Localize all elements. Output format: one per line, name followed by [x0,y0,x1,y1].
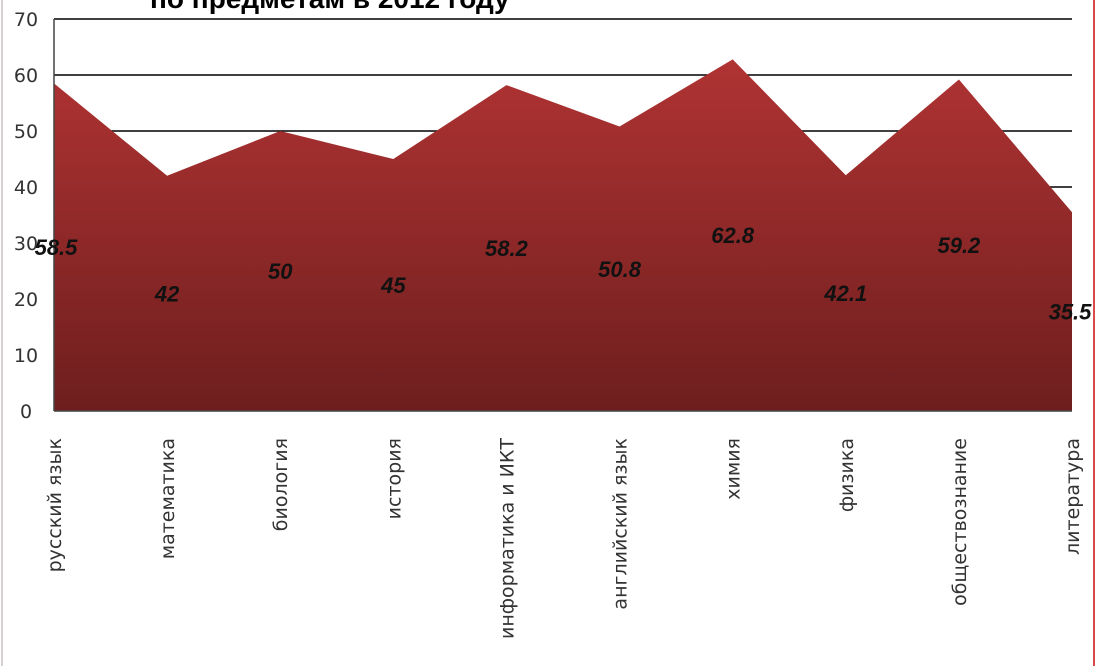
data-label: 42 [154,281,180,306]
x-tick-label: литература [1062,438,1084,555]
data-label: 35.5 [1049,300,1093,325]
x-tick-label: физика [836,438,858,512]
x-tick-label: биология [270,438,292,531]
data-label: 62.8 [711,223,755,248]
chart-title: по предметам в 2012 году [150,0,510,14]
x-tick-label: химия [723,438,745,500]
x-tick-label: история [383,438,405,519]
y-tick-label: 0 [20,401,32,423]
data-label: 58.5 [35,235,79,260]
x-tick-label: английский язык [610,438,632,610]
data-label: 42.1 [823,281,867,306]
y-tick-label: 70 [14,9,38,31]
x-tick-label: обществознание [949,438,971,606]
left-frame-line [1,0,3,666]
y-tick-label: 10 [14,345,38,367]
x-tick-label: информатика и ИКТ [496,438,518,639]
data-label: 59.2 [937,233,981,258]
y-tick-label: 50 [14,121,38,143]
right-frame-line [1093,0,1095,666]
data-label: 58.2 [485,236,529,261]
data-labels: 58.5 42 50 45 58.2 50.8 62.8 42.1 59.2 35.5 [35,223,1093,324]
data-label: 50 [268,259,293,284]
y-tick-label: 40 [14,177,38,199]
data-label: 45 [380,273,406,298]
y-axis-ticks: 0 10 20 30 40 50 60 70 [14,9,38,423]
x-axis-ticks: русский язык математика биология история инф… [44,438,1084,639]
data-label: 50.8 [598,257,642,282]
area-series [54,59,1072,411]
x-tick-label: русский язык [44,438,66,572]
y-tick-label: 60 [14,65,38,87]
x-tick-label: математика [157,438,179,559]
y-tick-label: 20 [14,289,38,311]
y-tick-label: 30 [14,233,38,255]
